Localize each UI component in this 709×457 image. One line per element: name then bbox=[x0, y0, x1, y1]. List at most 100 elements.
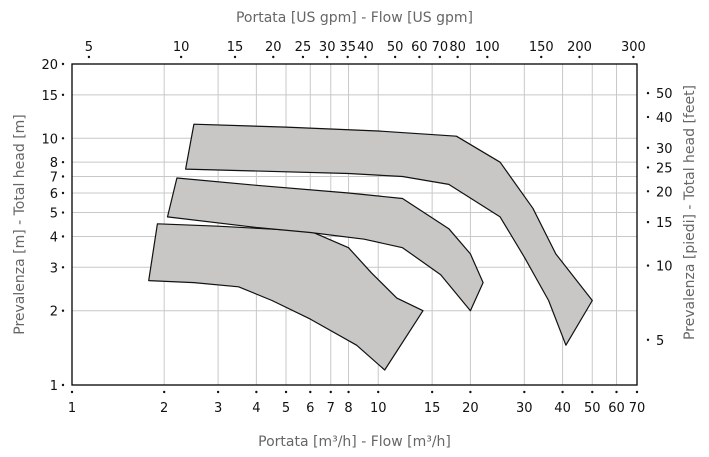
x-tick-mark bbox=[329, 390, 332, 394]
y-right-tick-label: 15 bbox=[656, 216, 673, 231]
y-left-tick-label: 8 bbox=[50, 156, 58, 171]
y-left-tick-label: 4 bbox=[50, 230, 58, 245]
performance-regions bbox=[148, 123, 593, 371]
x-tick-mark bbox=[615, 390, 618, 394]
x-top-tick-mark bbox=[456, 55, 459, 59]
y-right-tick-mark bbox=[646, 338, 650, 342]
y-right-tick-label: 20 bbox=[656, 185, 673, 200]
y-tick-mark bbox=[61, 211, 65, 214]
y-left-tick-label: 3 bbox=[50, 261, 58, 276]
x-tick-mark bbox=[561, 390, 564, 394]
y-tick-mark bbox=[61, 191, 65, 195]
x-bottom-tick-label: 10 bbox=[370, 401, 387, 416]
x-bottom-tick-label: 2 bbox=[160, 401, 168, 416]
y-left-tick-label: 1 bbox=[50, 379, 58, 394]
x-top-tick-mark bbox=[325, 55, 329, 59]
performance-region-3 bbox=[185, 123, 593, 346]
y-right-tick-label: 10 bbox=[656, 260, 673, 275]
y-tick-mark bbox=[61, 235, 65, 238]
x-bottom-tick-label: 3 bbox=[214, 401, 222, 416]
x-top-tick-mark bbox=[346, 55, 349, 59]
y-axis-label-right: Prevalenza [piedi] - Total head [feet] bbox=[682, 85, 698, 340]
y-right-tick-label: 5 bbox=[656, 334, 664, 349]
x-top-tick-label: 10 bbox=[173, 40, 190, 55]
x-bottom-tick-label: 60 bbox=[608, 401, 625, 416]
y-right-tick-mark bbox=[646, 115, 650, 119]
x-tick-mark bbox=[70, 390, 74, 394]
plot-frame bbox=[71, 63, 638, 386]
x-bottom-tick-label: 50 bbox=[584, 401, 601, 416]
x-top-tick-mark bbox=[486, 55, 489, 59]
x-top-tick-label: 100 bbox=[475, 40, 500, 55]
y-tick-mark bbox=[61, 383, 65, 387]
y-left-tick-label: 2 bbox=[50, 305, 58, 320]
x-bottom-tick-label: 1 bbox=[68, 401, 76, 416]
x-top-tick-label: 40 bbox=[357, 40, 374, 55]
x-bottom-tick-label: 70 bbox=[629, 401, 646, 416]
y-right-tick-mark bbox=[646, 220, 650, 224]
x-tick-mark bbox=[635, 390, 639, 394]
x-top-tick-mark bbox=[540, 55, 543, 59]
y-right-tick-mark bbox=[646, 91, 650, 95]
x-top-tick-label: 80 bbox=[449, 40, 466, 55]
x-top-tick-label: 60 bbox=[411, 40, 428, 55]
x-top-tick-mark bbox=[632, 55, 635, 59]
y-right-tick-mark bbox=[646, 264, 650, 267]
x-bottom-tick-label: 4 bbox=[252, 401, 260, 416]
x-top-tick-label: 30 bbox=[319, 40, 336, 55]
y-right-tick-mark bbox=[646, 190, 650, 193]
x-top-tick-label: 15 bbox=[227, 40, 244, 55]
x-tick-mark bbox=[377, 390, 380, 394]
x-bottom-tick-label: 6 bbox=[306, 401, 314, 416]
y-right-tick-label: 30 bbox=[656, 142, 673, 157]
x-bottom-tick-label: 8 bbox=[344, 401, 352, 416]
x-top-tick-mark bbox=[272, 55, 275, 59]
x-top-tick-label: 200 bbox=[567, 40, 592, 55]
x-top-tick-mark bbox=[418, 55, 421, 59]
performance-region-2 bbox=[166, 177, 484, 312]
y-tick-mark bbox=[61, 175, 65, 178]
y-left-tick-label: 5 bbox=[50, 207, 58, 222]
x-top-tick-mark bbox=[233, 55, 237, 59]
y-right-tick-label: 50 bbox=[656, 87, 673, 102]
x-top-tick-label: 300 bbox=[621, 40, 646, 55]
y-right-tick-label: 25 bbox=[656, 161, 673, 176]
y-tick-mark bbox=[61, 137, 65, 140]
x-top-tick-label: 70 bbox=[432, 40, 449, 55]
x-tick-mark bbox=[284, 390, 288, 394]
y-left-tick-label: 20 bbox=[41, 58, 58, 73]
x-tick-mark bbox=[309, 390, 312, 394]
y-tick-mark bbox=[61, 93, 65, 97]
x-top-tick-label: 150 bbox=[529, 40, 554, 55]
x-tick-mark bbox=[523, 390, 526, 394]
y-left-tick-label: 6 bbox=[50, 187, 58, 202]
x-top-tick-mark bbox=[438, 55, 442, 59]
x-tick-mark bbox=[347, 390, 350, 394]
x-axis-label-bottom: Portata [m³/h] - Flow [m³/h] bbox=[258, 434, 451, 450]
y-tick-mark bbox=[61, 62, 65, 66]
y-right-tick-label: 40 bbox=[656, 111, 673, 126]
x-tick-mark bbox=[469, 390, 472, 394]
x-tick-mark bbox=[162, 390, 166, 394]
x-bottom-tick-label: 40 bbox=[554, 401, 571, 416]
x-top-tick-mark bbox=[578, 55, 581, 59]
y-left-tick-label: 7 bbox=[50, 170, 58, 185]
x-top-tick-label: 25 bbox=[295, 40, 312, 55]
x-top-tick-label: 35 bbox=[339, 40, 356, 55]
x-top-tick-label: 5 bbox=[85, 40, 93, 55]
x-bottom-tick-label: 30 bbox=[516, 401, 533, 416]
x-tick-mark bbox=[430, 390, 434, 394]
x-top-tick-mark bbox=[301, 55, 305, 59]
y-axis-label-left: Prevalenza [m] - Total head [m] bbox=[12, 114, 28, 335]
x-top-tick-mark bbox=[364, 55, 367, 59]
x-top-tick-label: 50 bbox=[387, 40, 404, 55]
x-top-tick-mark bbox=[393, 55, 397, 59]
x-tick-mark bbox=[255, 390, 258, 394]
y-tick-mark bbox=[61, 309, 65, 312]
y-right-tick-mark bbox=[646, 146, 650, 150]
x-bottom-tick-label: 7 bbox=[327, 401, 335, 416]
y-tick-mark bbox=[61, 160, 65, 164]
x-axis-label-top: Portata [US gpm] - Flow [US gpm] bbox=[236, 10, 473, 26]
y-right-tick-mark bbox=[646, 166, 650, 169]
